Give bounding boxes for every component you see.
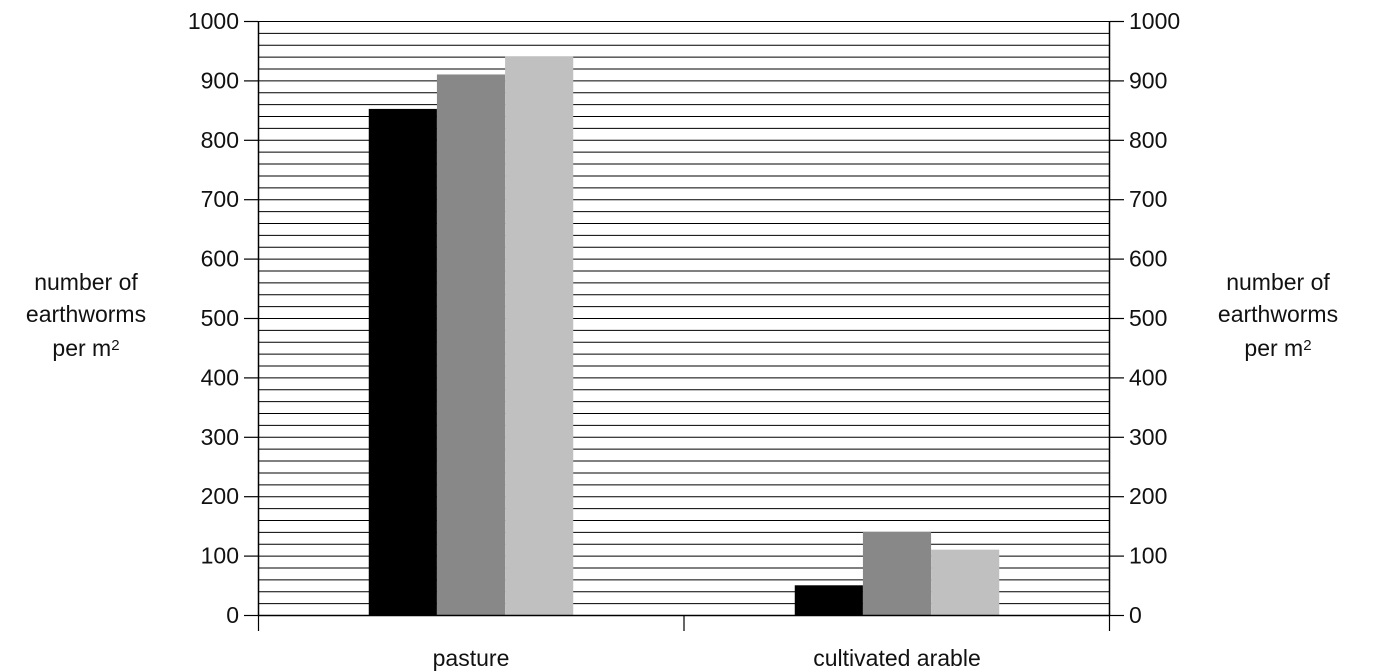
y-tick-label-left: 500: [201, 305, 239, 331]
y-tick-label-right: 1000: [1129, 8, 1180, 34]
y-tick-label-right: 700: [1129, 186, 1167, 212]
y-axis-label-left: number of earthworms per m2: [0, 266, 172, 364]
y-tick-label-right: 200: [1129, 483, 1167, 509]
y-tick-label-right: 400: [1129, 364, 1167, 390]
y-tick-label-left: 0: [226, 602, 239, 628]
y-axis-label-left-superscript: 2: [111, 337, 120, 354]
x-tick-label: pasture: [433, 645, 510, 671]
y-tick-label-right: 100: [1129, 543, 1167, 569]
y-tick-label-left: 300: [201, 424, 239, 450]
y-tick-label-left: 200: [201, 483, 239, 509]
y-tick-label-right: 900: [1129, 67, 1167, 93]
y-tick-label-left: 1000: [188, 8, 239, 34]
bar: [505, 56, 574, 615]
y-tick-label-right: 500: [1129, 305, 1167, 331]
y-tick-label-left: 400: [201, 364, 239, 390]
y-axis-label-left-line3: per m: [52, 335, 112, 361]
bar: [862, 531, 932, 615]
bar: [368, 108, 437, 616]
y-axis-label-left-line2: earthworms: [25, 301, 147, 327]
y-axis-label-right-line1: number of: [1226, 269, 1330, 295]
y-tick-label-left: 800: [201, 127, 239, 153]
y-axis-label-right-line2: earthworms: [1217, 301, 1339, 327]
y-tick-label-right: 600: [1129, 246, 1167, 272]
y-tick-label-left: 600: [201, 246, 239, 272]
y-axis-label-right: number of earthworms per m2: [1192, 266, 1364, 364]
y-tick-label-right: 0: [1129, 602, 1142, 628]
y-axis-label-right-line3: per m: [1244, 335, 1304, 361]
y-tick-label-right: 800: [1129, 127, 1167, 153]
y-tick-label-left: 900: [201, 67, 239, 93]
y-axis-label-left-line1: number of: [34, 269, 138, 295]
bar: [794, 585, 863, 615]
y-axis-label-right-superscript: 2: [1303, 337, 1312, 354]
bar: [436, 74, 506, 615]
y-tick-label-left: 100: [201, 543, 239, 569]
x-tick-label: cultivated arable: [813, 645, 981, 671]
y-tick-label-right: 300: [1129, 424, 1167, 450]
bar: [931, 549, 1000, 615]
y-tick-label-left: 700: [201, 186, 239, 212]
